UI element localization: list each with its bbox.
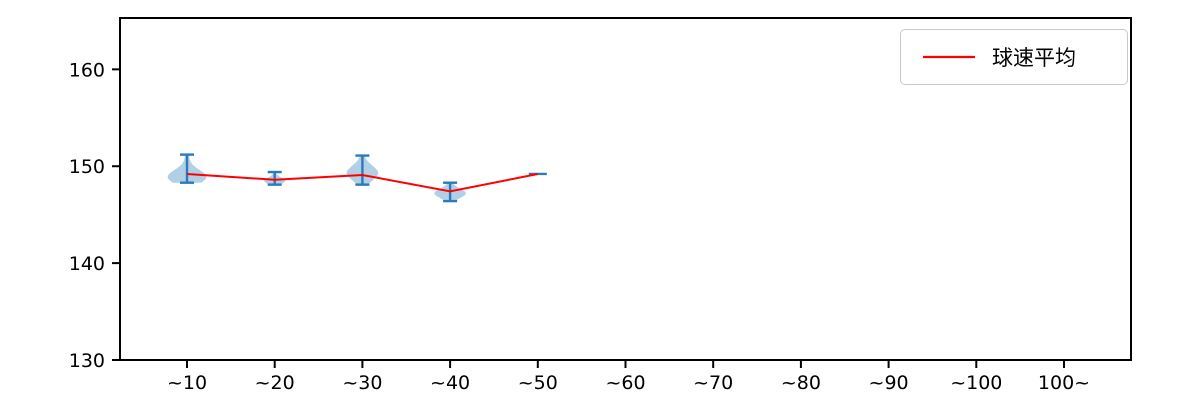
x-tick-label: ~50 — [518, 372, 558, 394]
x-tick-label: ~20 — [255, 372, 295, 394]
x-tick-label: ~10 — [167, 372, 207, 394]
legend: 球速平均 — [900, 29, 1128, 85]
y-tick-label: 150 — [69, 156, 105, 178]
y-tick-label: 130 — [69, 350, 105, 372]
x-tick-label: ~80 — [781, 372, 821, 394]
y-tick-label: 140 — [69, 253, 105, 275]
mean-line — [186, 173, 538, 193]
x-tick-label: ~90 — [869, 372, 909, 394]
x-tick-label: ~30 — [342, 372, 382, 394]
x-tick-label: 100~ — [1038, 372, 1090, 394]
x-tick-label: ~70 — [693, 372, 733, 394]
y-tick-label: 160 — [69, 59, 105, 81]
x-tick-label: ~100 — [950, 372, 1002, 394]
x-tick-label: ~60 — [605, 372, 645, 394]
x-tick-label: ~40 — [430, 372, 470, 394]
legend-line-icon — [923, 55, 975, 59]
legend-label: 球速平均 — [992, 46, 1076, 70]
